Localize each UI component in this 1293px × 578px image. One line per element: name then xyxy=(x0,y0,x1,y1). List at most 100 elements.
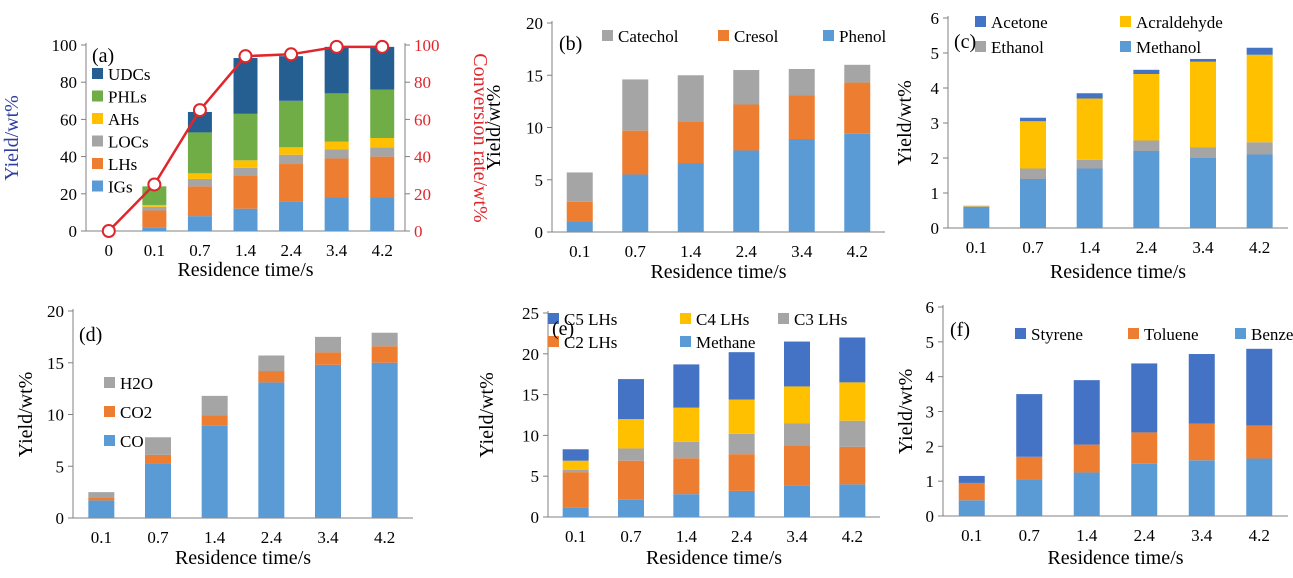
bar-segment xyxy=(562,460,589,470)
x-tick-label: 0.7 xyxy=(1022,238,1044,257)
bar-segment xyxy=(324,158,349,198)
bar-segment xyxy=(233,160,258,168)
legend-label: Acetone xyxy=(991,13,1048,32)
y-tick-label: 0 xyxy=(69,222,78,241)
x-tick-label: 0.7 xyxy=(147,528,169,547)
bar-segment xyxy=(733,104,760,151)
legend-swatch xyxy=(104,406,115,417)
y-tick-label: 6 xyxy=(926,298,935,317)
chart-panel-0: 0 20 40 60 80 100 0 20 40 60 80 100 Conversion rate/… xyxy=(1,36,491,281)
legend-label: IGs xyxy=(108,178,133,197)
bar-segment xyxy=(784,386,810,424)
bar-segment xyxy=(324,141,349,150)
x-axis-title: Residence time/s xyxy=(175,547,311,569)
bar-segment xyxy=(1016,479,1043,516)
legend-swatch xyxy=(975,16,986,27)
legend-swatch xyxy=(92,158,103,169)
y-tick-label: 20 xyxy=(526,14,543,33)
x-tick-label: 0.1 xyxy=(569,242,590,261)
bar-segment xyxy=(622,79,649,131)
legend-label: CO xyxy=(120,432,144,451)
x-tick-label: 0.7 xyxy=(189,241,211,260)
y2-tick-label: 20 xyxy=(414,185,431,204)
y-tick-label: 5 xyxy=(531,467,540,486)
bar-segment xyxy=(315,352,341,365)
legend-label: Catechol xyxy=(618,27,679,46)
bar-segment xyxy=(370,197,395,231)
bar-segment xyxy=(1131,432,1158,464)
y-tick-label: 4 xyxy=(931,79,940,98)
legend-swatch xyxy=(1128,328,1139,339)
bar-segment xyxy=(1020,179,1046,228)
y2-axis-title: Conversion rate/wt% xyxy=(469,53,491,222)
legend-label: Methane xyxy=(696,333,755,352)
x-tick-label: 0.7 xyxy=(620,527,642,546)
bar-segment xyxy=(142,210,167,228)
x-tick-label: 0.1 xyxy=(966,238,987,257)
bar-segment xyxy=(784,423,810,447)
legend-label: C5 LHs xyxy=(564,310,617,329)
legend-swatch xyxy=(548,313,559,324)
x-tick-label: 1.4 xyxy=(1076,526,1098,545)
bar-segment xyxy=(677,75,704,122)
bar-segment xyxy=(1188,423,1215,461)
legend-label: Styrene xyxy=(1031,325,1083,344)
legend-swatch xyxy=(92,135,103,147)
bar-segment xyxy=(788,95,815,139)
y-tick-label: 3 xyxy=(926,403,935,422)
legend: Catechol Cresol Phenol xyxy=(602,27,887,46)
panel-label: (b) xyxy=(559,33,582,55)
x-tick-label: 0 xyxy=(105,241,114,260)
bar-segment xyxy=(1133,151,1160,228)
y-axis-title: Yield/wt% xyxy=(476,372,498,458)
bar-segment xyxy=(1246,425,1273,459)
legend: Styrene Toluene Benzene xyxy=(1015,325,1293,344)
bar-segment xyxy=(562,507,589,517)
y2-tick-label: 80 xyxy=(414,73,431,92)
bar-segment xyxy=(839,420,866,447)
bar-segment xyxy=(187,132,212,174)
x-tick-label: 0.1 xyxy=(565,527,586,546)
bar-segment xyxy=(1133,140,1160,151)
bar-segment xyxy=(1016,394,1043,457)
bar-segment xyxy=(963,205,990,207)
bar-segment xyxy=(88,500,115,518)
y-tick-label: 5 xyxy=(535,171,544,190)
chart-panel-1: 0 5 10 15 20 0.1 0.7 1.4 2.4 3.4 4.2 Yield/wt% Resid… xyxy=(483,14,887,283)
y-tick-label: 2 xyxy=(931,149,940,168)
bar-segment xyxy=(279,154,304,165)
bar-segment xyxy=(258,371,285,383)
bar-segment xyxy=(1246,142,1273,155)
bar-segment xyxy=(728,490,755,517)
panel-label: (a) xyxy=(92,45,114,67)
bar-segment xyxy=(733,150,760,232)
conversion-point xyxy=(147,177,162,192)
bar-segment xyxy=(1020,121,1046,169)
legend-label: Phenol xyxy=(839,27,887,46)
bar-segment xyxy=(1188,460,1215,516)
bar-segment xyxy=(187,186,212,217)
y-tick-label: 40 xyxy=(60,148,77,167)
legend: Acetone Acraldehyde Ethanol Methanol xyxy=(975,13,1223,57)
y2-tick-label: 0 xyxy=(414,222,423,241)
bar-segment xyxy=(562,469,589,473)
bar-segment xyxy=(1076,93,1103,99)
legend-swatch xyxy=(92,180,103,192)
y-axis-title: Yield/wt% xyxy=(1,95,23,181)
conversion-point xyxy=(284,47,299,62)
legend-swatch xyxy=(975,41,986,52)
y-tick-label: 80 xyxy=(60,73,77,92)
x-tick-label: 4.2 xyxy=(1249,238,1270,257)
bar-segment xyxy=(201,415,228,426)
x-tick-label: 3.4 xyxy=(1191,526,1213,545)
bar-segment xyxy=(673,494,700,517)
legend-label: AHs xyxy=(108,110,139,129)
legend-label: Cresol xyxy=(734,27,779,46)
y-tick-label: 5 xyxy=(56,457,65,476)
y2-tick-label: 60 xyxy=(414,110,431,129)
x-tick-label: 0.1 xyxy=(91,528,112,547)
bar-segment xyxy=(1020,168,1046,179)
panel-label: (d) xyxy=(79,324,102,346)
bar-segment xyxy=(733,70,760,105)
bar-segment xyxy=(673,458,700,495)
